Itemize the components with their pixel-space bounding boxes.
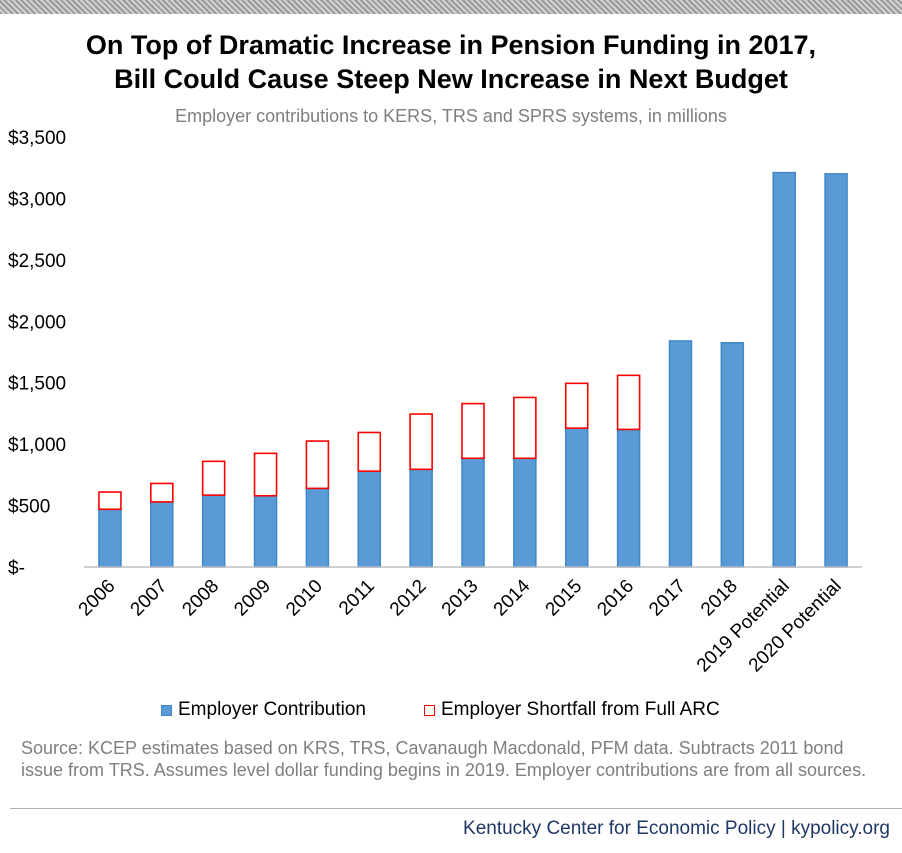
bar-contribution — [824, 173, 848, 568]
x-tick-label: 2014 — [490, 575, 535, 620]
bar-shortfall — [357, 431, 382, 472]
bar-shortfall — [513, 396, 537, 460]
x-tick-label: 2018 — [697, 576, 742, 621]
x-tick-label: 2010 — [282, 576, 327, 621]
footer-divider — [10, 808, 902, 809]
bar-shortfall — [150, 482, 174, 503]
bar-contribution — [150, 501, 174, 568]
x-tick-label: 2011 — [335, 576, 379, 620]
footer-credit: Kentucky Center for Economic Policy | ky… — [463, 818, 890, 839]
bar-contribution — [357, 470, 382, 568]
x-tick-label: 2007 — [127, 576, 172, 621]
y-tick-label: $2,500 — [8, 251, 66, 272]
bar-shortfall — [616, 374, 641, 431]
y-tick-label: $500 — [8, 497, 50, 518]
bar-shortfall — [461, 402, 485, 460]
bar-chart: $- $500 $1,000 $1,500 $2,000 $2,500 $3,000 $3,5… — [8, 128, 862, 677]
x-tick-label: 2019 Potential — [693, 576, 794, 677]
bar-shortfall — [409, 413, 433, 471]
y-tick-label: $1,500 — [8, 374, 66, 395]
x-tick-label: 2016 — [593, 576, 638, 621]
bar-contribution — [772, 171, 796, 568]
x-tick-label: 2013 — [438, 576, 483, 621]
bar-contribution — [668, 340, 693, 568]
bar-shortfall — [253, 452, 278, 497]
bar-shortfall — [98, 491, 122, 511]
bar-shortfall — [564, 382, 589, 429]
bar-contribution — [616, 428, 641, 568]
legend-swatch-contribution — [161, 704, 172, 716]
top-decorative-band — [0, 0, 902, 14]
x-tick-label: 2012 — [386, 576, 431, 621]
legend-label-shortfall: Employer Shortfall from Full ARC — [441, 699, 720, 720]
x-tick-label: 2006 — [75, 576, 120, 621]
y-tick-label: $3,000 — [8, 189, 66, 210]
y-tick-label: $2,000 — [8, 312, 66, 333]
chart-title-line-1: On Top of Dramatic Increase in Pension F… — [85, 30, 817, 60]
source-note: Source: KCEP estimates based on KRS, TRS… — [21, 738, 867, 780]
y-tick-label: $- — [8, 558, 25, 579]
bar-contribution — [409, 468, 433, 568]
bar-shortfall — [201, 460, 226, 496]
y-tick-label: $1,000 — [8, 435, 66, 456]
bar-contribution — [201, 494, 226, 568]
legend-item-contribution: Employer Contribution — [161, 699, 366, 721]
bar-contribution — [513, 457, 537, 568]
legend-label-contribution: Employer Contribution — [178, 699, 366, 720]
bar-shortfall — [305, 440, 330, 490]
legend-item-shortfall: Employer Shortfall from Full ARC — [424, 699, 720, 721]
bar-contribution — [253, 494, 278, 568]
x-tick-label: 2015 — [542, 576, 587, 621]
bar-contribution — [720, 342, 745, 568]
legend-swatch-shortfall — [424, 704, 435, 716]
x-tick-label: 2017 — [645, 576, 690, 621]
bar-contribution — [305, 487, 330, 568]
chart-legend: Employer Contribution Employer Shortfall… — [0, 699, 902, 723]
x-tick-label: 2008 — [178, 576, 223, 621]
x-tick-label: 2009 — [230, 576, 275, 621]
bar-contribution — [461, 457, 485, 568]
chart-title: On Top of Dramatic Increase in Pension F… — [0, 28, 902, 96]
y-tick-label: $3,500 — [8, 128, 66, 149]
bar-contribution — [564, 427, 589, 568]
bar-contribution — [98, 508, 122, 568]
chart-subtitle: Employer contributions to KERS, TRS and … — [175, 106, 727, 126]
chart-title-line-2: Bill Could Cause Steep New Increase in N… — [114, 64, 788, 94]
x-tick-label: 2020 Potential — [745, 576, 846, 677]
